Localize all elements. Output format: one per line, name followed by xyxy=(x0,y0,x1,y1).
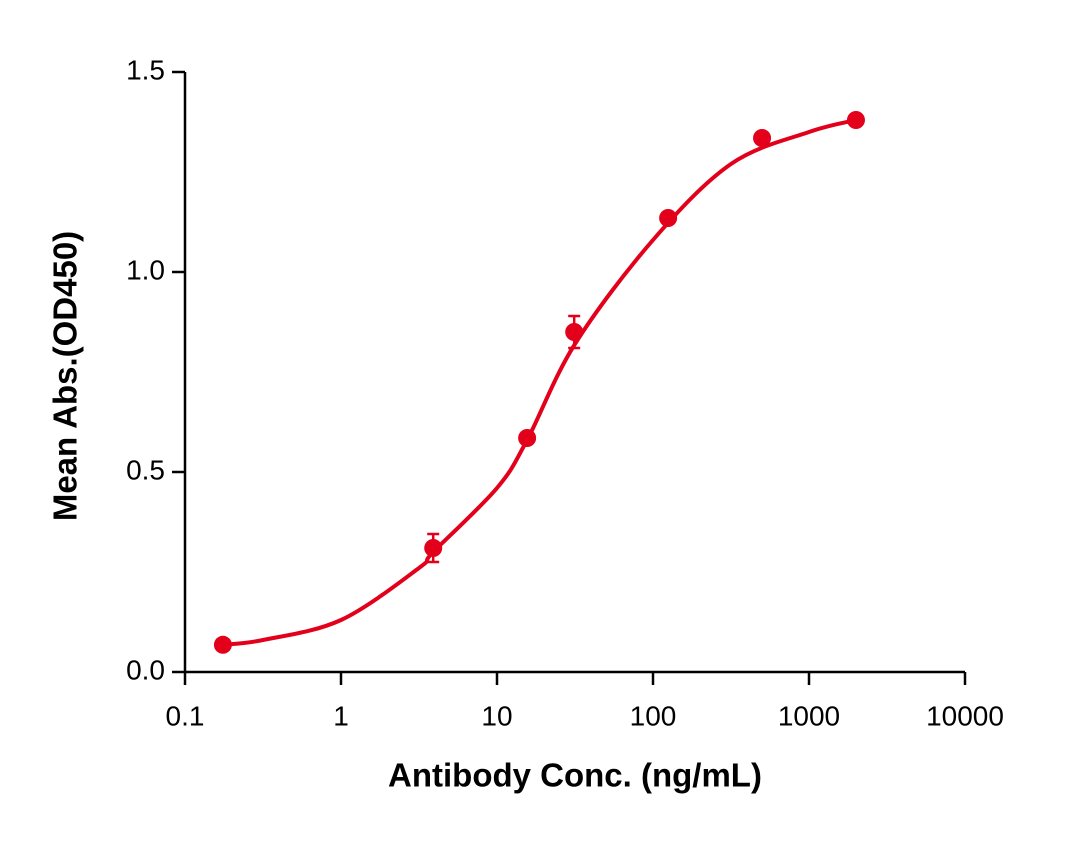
x-axis-title: Antibody Conc. (ng/mL) xyxy=(388,757,762,794)
data-point xyxy=(518,429,537,447)
y-axis-title: Mean Abs.(OD450) xyxy=(47,231,84,521)
y-tick-label: 0.5 xyxy=(126,454,165,485)
fit-curve xyxy=(222,118,857,647)
x-tick-label: 100 xyxy=(630,700,677,731)
data-point xyxy=(213,635,232,654)
data-point xyxy=(565,323,584,341)
x-tick-label: 0.1 xyxy=(166,700,205,731)
x-tick-label: 10000 xyxy=(926,700,1004,731)
data-point xyxy=(424,539,443,557)
y-tick-label: 1.0 xyxy=(126,254,165,285)
y-tick-label: 0.0 xyxy=(126,654,165,685)
data-point xyxy=(659,209,678,227)
x-tick-label: 1000 xyxy=(778,700,840,731)
x-tick-label: 10 xyxy=(481,700,512,731)
data-point xyxy=(846,111,865,129)
data-point xyxy=(753,129,772,147)
x-tick-label: 1 xyxy=(333,700,349,731)
y-tick-label: 1.5 xyxy=(126,54,165,85)
